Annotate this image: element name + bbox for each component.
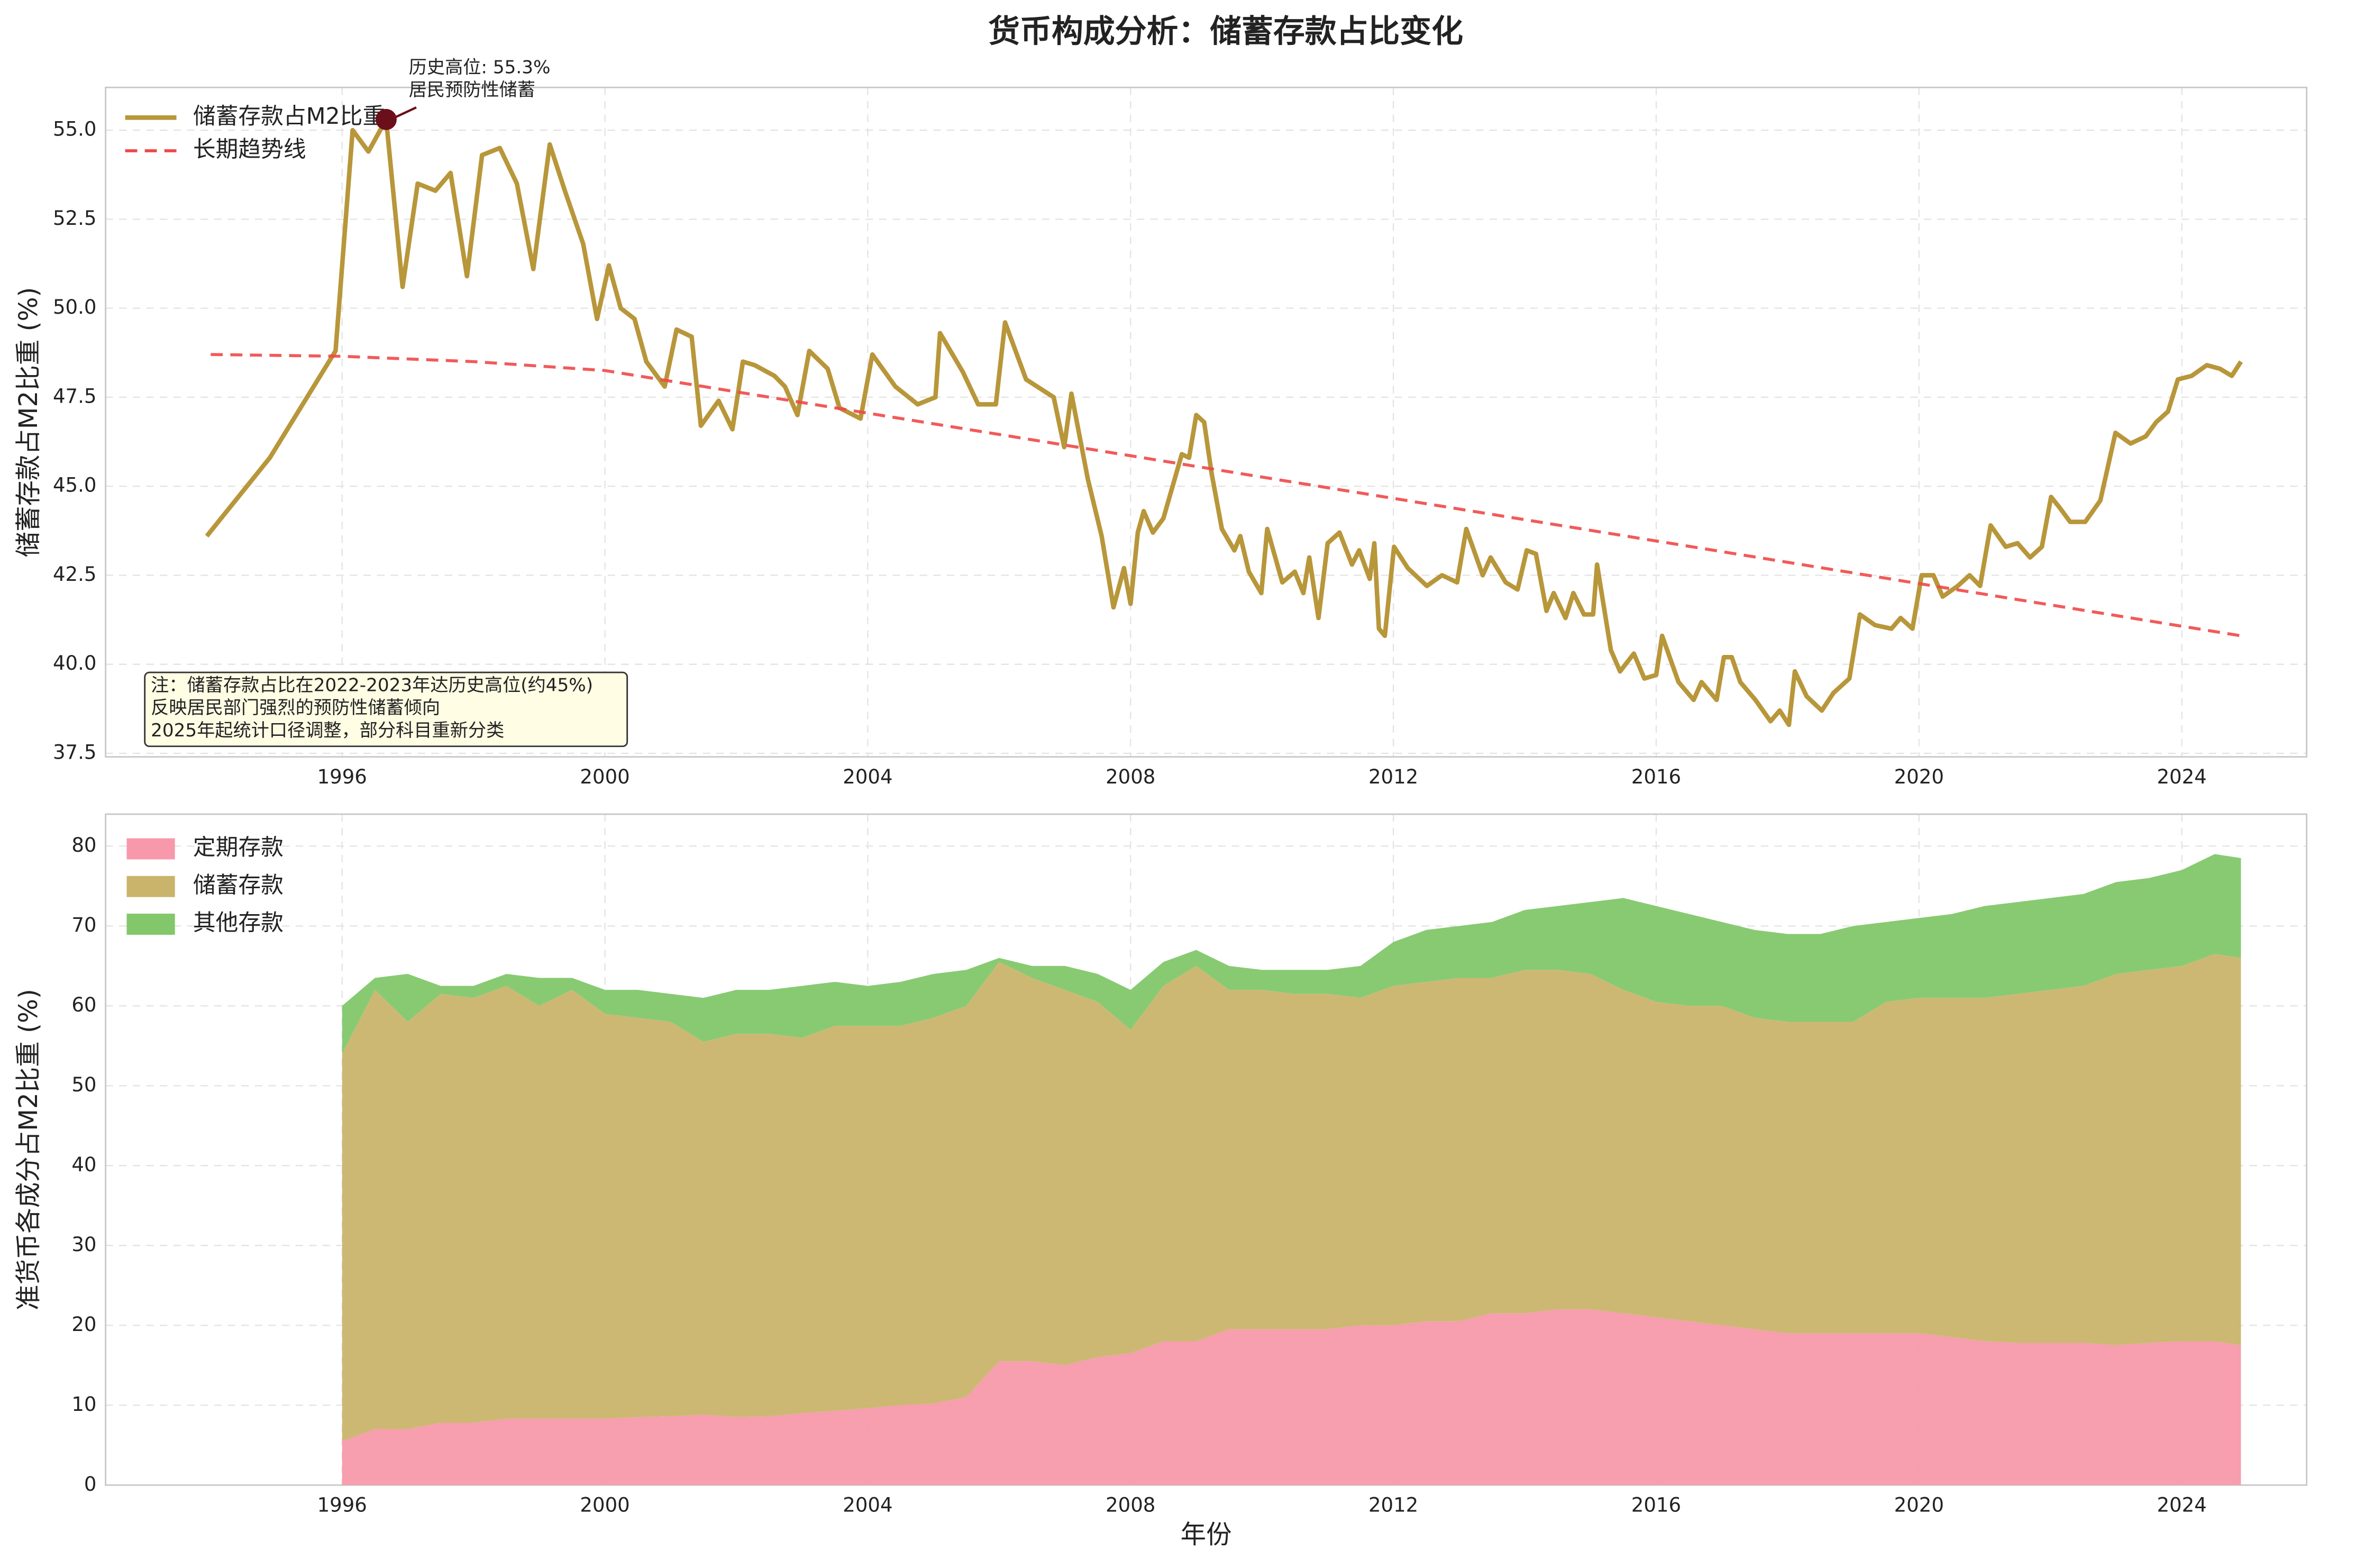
y-tick-label: 52.5: [53, 207, 97, 230]
stacked-area: [342, 1309, 2241, 1485]
y-tick-label: 20: [71, 1313, 96, 1336]
note-text: 反映居民部门强烈的预防性储蓄倾向: [151, 697, 440, 718]
plot-frame: [105, 86, 2308, 758]
legend-label: 其他存款: [193, 910, 284, 936]
y-tick-label: 40: [71, 1153, 96, 1176]
y-tick-label: 30: [71, 1233, 96, 1256]
note-text: 注：储蓄存款占比在2022-2023年达历史高位(约45%): [151, 674, 593, 696]
x-tick-label: 2012: [1368, 1494, 1418, 1517]
y-tick-label: 47.5: [53, 385, 97, 407]
x-tick-label: 2020: [1894, 1494, 1944, 1517]
x-tick-label: 2020: [1894, 765, 1944, 788]
y-axis-label: 储蓄存款占M2比重 (%): [14, 287, 43, 558]
x-tick-label: 2024: [2157, 765, 2206, 788]
y-tick-label: 37.5: [53, 741, 97, 763]
x-tick-label: 1996: [317, 765, 367, 788]
x-tick-label: 2012: [1368, 765, 1418, 788]
annotation-marker: [376, 108, 397, 130]
note-text: 2025年起统计口径调整，部分科目重新分类: [151, 720, 504, 741]
y-tick-label: 42.5: [53, 563, 97, 586]
annotation-text: 居民预防性储蓄: [409, 79, 535, 101]
y-tick-label: 50: [71, 1073, 96, 1096]
stacked-area: [342, 954, 2241, 1442]
y-tick-label: 55.0: [53, 118, 97, 141]
x-tick-label: 2024: [2157, 1494, 2206, 1517]
x-tick-label: 2000: [580, 765, 629, 788]
series-line: [205, 117, 2243, 727]
series-line: [211, 353, 2241, 637]
stacked-area: [342, 854, 2241, 1054]
legend-swatch: [126, 838, 175, 860]
y-tick-label: 40.0: [53, 652, 97, 674]
x-tick-label: 2004: [843, 765, 892, 788]
note-box: [144, 671, 628, 747]
y-tick-label: 50.0: [53, 296, 97, 318]
x-tick-label: 2000: [580, 1494, 629, 1517]
y-tick-label: 80: [71, 834, 96, 856]
y-axis-label: 准货币各成分占M2比重 (%): [14, 989, 43, 1310]
legend-label: 储蓄存款: [193, 872, 284, 898]
y-tick-label: 45.0: [53, 474, 97, 497]
y-tick-label: 0: [84, 1473, 97, 1496]
x-tick-label: 2016: [1631, 1494, 1681, 1517]
legend-swatch: [126, 876, 175, 897]
legend-swatch: [126, 914, 175, 935]
x-axis-label: 年份: [1181, 1520, 1232, 1549]
x-tick-label: 2008: [1106, 1494, 1155, 1517]
y-tick-label: 10: [71, 1393, 96, 1416]
x-tick-label: 1996: [317, 1494, 367, 1517]
x-tick-label: 2008: [1106, 765, 1155, 788]
y-tick-label: 70: [71, 914, 96, 936]
annotation-text: 历史高位: 55.3%: [409, 57, 551, 78]
x-tick-label: 2004: [843, 1494, 892, 1517]
legend-label: 储蓄存款占M2比重: [193, 103, 385, 130]
legend-label: 定期存款: [193, 834, 284, 861]
x-tick-label: 2016: [1631, 765, 1681, 788]
chart-title: 货币构成分析：储蓄存款占比变化: [988, 13, 1463, 50]
annotation-arrow: [393, 106, 417, 119]
legend-label: 长期趋势线: [193, 136, 306, 163]
y-tick-label: 60: [71, 993, 96, 1016]
